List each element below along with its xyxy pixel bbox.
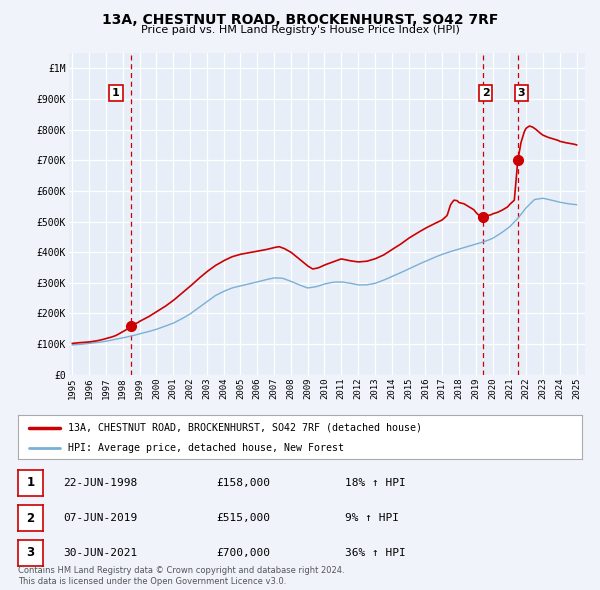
Text: £515,000: £515,000 xyxy=(216,513,270,523)
Text: 18% ↑ HPI: 18% ↑ HPI xyxy=(345,478,406,488)
Text: 1: 1 xyxy=(26,477,35,490)
Text: 36% ↑ HPI: 36% ↑ HPI xyxy=(345,548,406,558)
Text: 30-JUN-2021: 30-JUN-2021 xyxy=(63,548,137,558)
Text: 22-JUN-1998: 22-JUN-1998 xyxy=(63,478,137,488)
Text: 07-JUN-2019: 07-JUN-2019 xyxy=(63,513,137,523)
Text: Price paid vs. HM Land Registry's House Price Index (HPI): Price paid vs. HM Land Registry's House … xyxy=(140,25,460,35)
Text: 1: 1 xyxy=(112,88,120,98)
Text: 2: 2 xyxy=(26,512,35,525)
Text: 3: 3 xyxy=(26,546,35,559)
Text: 9% ↑ HPI: 9% ↑ HPI xyxy=(345,513,399,523)
Text: 2: 2 xyxy=(482,88,490,98)
Text: 13A, CHESTNUT ROAD, BROCKENHURST, SO42 7RF: 13A, CHESTNUT ROAD, BROCKENHURST, SO42 7… xyxy=(102,13,498,27)
Text: £158,000: £158,000 xyxy=(216,478,270,488)
Text: Contains HM Land Registry data © Crown copyright and database right 2024.
This d: Contains HM Land Registry data © Crown c… xyxy=(18,566,344,586)
Text: 13A, CHESTNUT ROAD, BROCKENHURST, SO42 7RF (detached house): 13A, CHESTNUT ROAD, BROCKENHURST, SO42 7… xyxy=(68,422,422,432)
Text: £700,000: £700,000 xyxy=(216,548,270,558)
Text: 3: 3 xyxy=(517,88,525,98)
Text: HPI: Average price, detached house, New Forest: HPI: Average price, detached house, New … xyxy=(68,443,344,453)
